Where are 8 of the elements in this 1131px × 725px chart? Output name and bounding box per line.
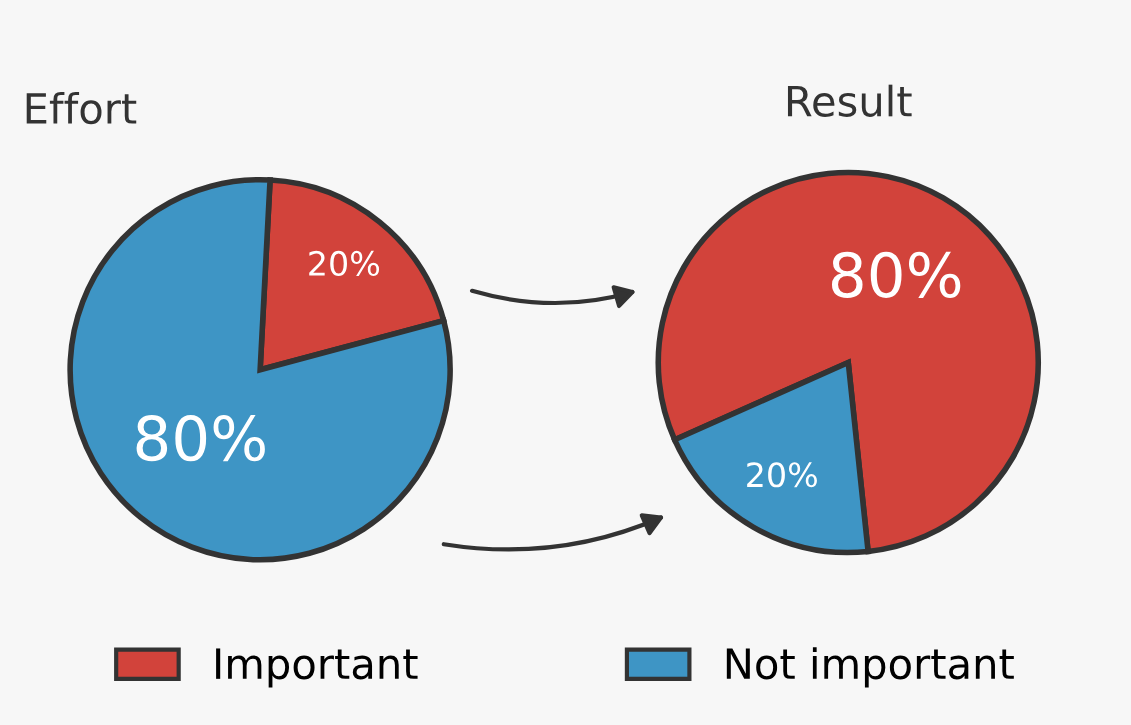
data-label: 80% bbox=[136, 415, 265, 462]
data-label: 20% bbox=[309, 250, 380, 277]
chart-title: Result bbox=[787, 84, 912, 117]
legend-label: Not important bbox=[726, 647, 1014, 688]
data-label: 20% bbox=[747, 462, 817, 488]
chart-title: Effort bbox=[26, 91, 137, 125]
legend-label: Important bbox=[216, 648, 418, 688]
data-label: 80% bbox=[831, 251, 961, 298]
